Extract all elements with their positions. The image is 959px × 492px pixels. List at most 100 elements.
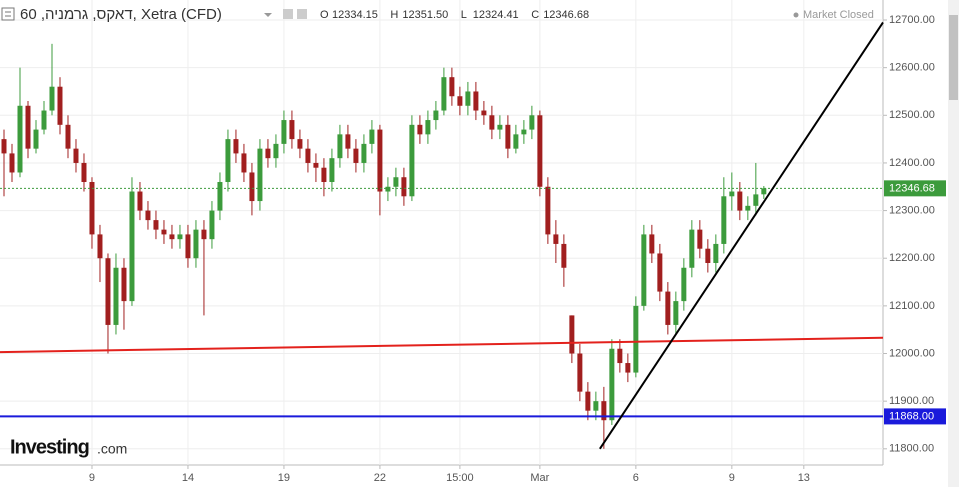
- candle-body: [481, 110, 487, 116]
- candle-body: [113, 267, 119, 325]
- candle-body: [73, 148, 79, 163]
- candle-body: [273, 143, 279, 159]
- candle-body: [33, 129, 39, 149]
- candle-body: [601, 401, 607, 421]
- ohlc-value: 12346.68: [543, 9, 589, 21]
- logo-suffix: .com: [97, 441, 127, 457]
- candle-body: [553, 234, 559, 244]
- x-tick-label: 15:00: [446, 472, 474, 484]
- settings-icon[interactable]: [283, 9, 293, 19]
- candle-body: [505, 124, 511, 149]
- candle-body: [513, 134, 519, 149]
- price-label: 12346.68: [889, 182, 935, 194]
- level-label: 11868.00: [889, 410, 934, 422]
- level-label-bg: [884, 408, 946, 425]
- scrollbar[interactable]: [948, 0, 959, 487]
- candle-body: [137, 191, 143, 211]
- candle-body: [401, 177, 407, 197]
- candle-body: [105, 258, 111, 325]
- y-tick-label: 12300.00: [889, 204, 935, 216]
- candle-body: [305, 148, 311, 163]
- candle-body: [633, 305, 639, 373]
- candle-body: [369, 129, 375, 144]
- candle-body: [593, 401, 599, 411]
- candle-body: [657, 253, 663, 292]
- x-tick-label: 9: [729, 472, 735, 484]
- x-tick-label: 22: [374, 472, 386, 484]
- scrollbar-thumb[interactable]: [949, 15, 958, 100]
- candle-body: [457, 96, 463, 106]
- market-status: Market Closed: [803, 9, 874, 21]
- candle-body: [265, 148, 271, 159]
- candle-body: [241, 153, 247, 173]
- candle-body: [25, 105, 31, 149]
- candle-body: [217, 181, 223, 211]
- candle-body: [561, 243, 567, 268]
- candle-body: [65, 124, 71, 149]
- settings-icon[interactable]: [297, 9, 307, 19]
- x-tick-label: 13: [798, 472, 810, 484]
- candle-body: [233, 139, 239, 154]
- candle-body: [609, 348, 615, 421]
- candle-body: [201, 229, 207, 240]
- status-dot: [793, 12, 799, 18]
- candle-body: [673, 301, 679, 325]
- candle-body: [617, 348, 623, 364]
- candle-body: [353, 148, 359, 163]
- plot: [0, 0, 884, 465]
- trend-line: [599, 21, 884, 450]
- ohlc-value: 12324.41: [473, 9, 519, 21]
- dropdown-arrow[interactable]: [264, 13, 272, 17]
- candle-body: [177, 234, 183, 240]
- y-tick-label: 11800.00: [889, 443, 934, 455]
- candle-body: [577, 353, 583, 392]
- candle-body: [321, 167, 327, 182]
- candle-body: [697, 229, 703, 249]
- candle-body: [545, 186, 551, 235]
- trend-line: [0, 336, 884, 354]
- candle-body: [9, 153, 15, 173]
- menu-icon[interactable]: [1, 7, 15, 21]
- candle-body: [121, 267, 127, 302]
- candle-body: [329, 158, 335, 182]
- y-tick-label: 12000.00: [889, 347, 935, 359]
- candle-body: [441, 77, 447, 111]
- candle-body: [81, 162, 87, 182]
- candle-body: [1, 139, 7, 154]
- candle-body: [385, 186, 391, 192]
- candle-body: [49, 86, 55, 111]
- candle-body: [465, 91, 471, 106]
- candle-body: [585, 391, 591, 411]
- x-tick-label: Mar: [530, 472, 549, 484]
- x-tick-label: 14: [182, 472, 194, 484]
- candle-body: [721, 196, 727, 244]
- y-tick-label: 12200.00: [889, 252, 935, 264]
- x-tick-label: 19: [278, 472, 290, 484]
- candle-body: [761, 188, 767, 195]
- candle-body: [129, 191, 135, 302]
- ohlc-key: O: [320, 9, 329, 21]
- candle-body: [97, 234, 103, 259]
- ohlc-header: O 12334.15 H 12351.50 L 12324.41 C 12346.68: [320, 9, 589, 21]
- candle-body: [17, 105, 23, 173]
- candle-body: [705, 248, 711, 263]
- candle-body: [161, 229, 167, 235]
- candle-body: [345, 134, 351, 149]
- candle-body: [449, 77, 455, 97]
- candle-body: [425, 120, 431, 135]
- candle-body: [625, 363, 631, 373]
- candle-body: [209, 210, 215, 240]
- candle-body: [313, 162, 319, 168]
- candle-body: [737, 191, 743, 211]
- chart-title: דאקס, גרמניה, 60, Xetra (CFD): [20, 6, 222, 23]
- candle-body: [193, 229, 199, 259]
- y-tick-label: 12500.00: [889, 109, 935, 121]
- candle-body: [537, 115, 543, 187]
- candle-body: [433, 110, 439, 121]
- x-tick-label: 9: [89, 472, 95, 484]
- ohlc-key: L: [461, 9, 467, 21]
- candle-body: [713, 243, 719, 263]
- candle-body: [153, 220, 159, 230]
- candle-body: [145, 210, 151, 221]
- candle-body: [361, 143, 367, 163]
